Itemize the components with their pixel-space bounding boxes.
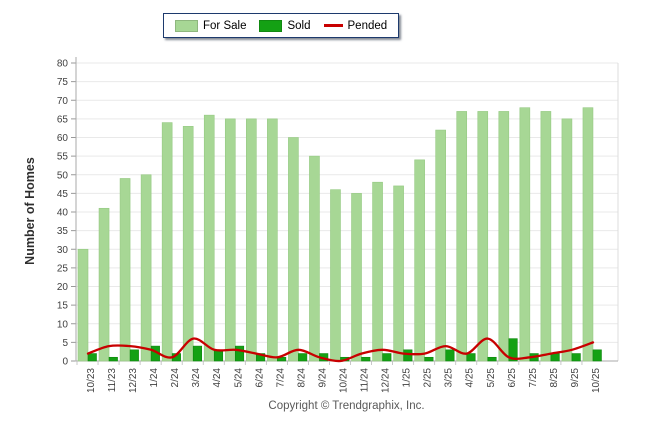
for-sale-bar bbox=[140, 174, 152, 362]
y-tick-label: 65 bbox=[57, 114, 69, 125]
sold-bar bbox=[571, 353, 581, 362]
x-tick-label: 1/24 bbox=[149, 368, 160, 388]
for-sale-bar bbox=[119, 178, 131, 362]
y-tick-label: 20 bbox=[57, 282, 69, 293]
sold-bar bbox=[592, 349, 602, 362]
sold-bar bbox=[550, 353, 560, 362]
x-tick-label: 10/25 bbox=[591, 368, 602, 393]
x-tick-label: 6/25 bbox=[507, 368, 518, 388]
x-tick-label: 11/23 bbox=[107, 368, 118, 393]
sold-bar bbox=[298, 353, 308, 362]
x-tick-label: 3/25 bbox=[444, 368, 455, 388]
for-sale-swatch-icon bbox=[175, 19, 198, 32]
for-sale-bar bbox=[540, 111, 552, 362]
x-tick-label: 9/25 bbox=[570, 368, 581, 388]
x-tick-label: 12/24 bbox=[381, 368, 392, 393]
sold-bar bbox=[382, 353, 392, 362]
legend-item-pended: Pended bbox=[323, 19, 388, 32]
for-sale-bar bbox=[414, 159, 425, 362]
pended-line-swatch-icon bbox=[323, 24, 343, 27]
for-sale-bar bbox=[519, 107, 531, 362]
y-tick-label: 40 bbox=[57, 208, 69, 219]
for-sale-bar bbox=[161, 122, 173, 362]
y-tick-label: 25 bbox=[57, 263, 69, 274]
y-tick-label: 5 bbox=[62, 338, 68, 349]
y-tick-label: 70 bbox=[57, 96, 69, 107]
for-sale-bar bbox=[224, 118, 236, 362]
sold-bar bbox=[445, 349, 455, 362]
y-tick-label: 80 bbox=[57, 59, 69, 70]
for-sale-bar bbox=[561, 118, 573, 362]
legend-label-sold: Sold bbox=[287, 19, 311, 32]
sold-bar bbox=[87, 353, 97, 362]
for-sale-bar bbox=[393, 185, 404, 362]
x-tick-label: 4/24 bbox=[212, 368, 223, 388]
x-tick-label: 10/23 bbox=[86, 368, 97, 393]
legend-item-for-sale: For Sale bbox=[175, 19, 247, 32]
for-sale-bar bbox=[203, 114, 215, 362]
x-tick-label: 1/25 bbox=[402, 368, 413, 388]
for-sale-bar bbox=[288, 137, 299, 362]
sold-bar bbox=[424, 356, 434, 362]
for-sale-bar bbox=[182, 126, 194, 362]
y-tick-label: 0 bbox=[62, 357, 68, 368]
for-sale-bar bbox=[77, 248, 89, 362]
x-tick-label: 8/25 bbox=[549, 368, 560, 388]
x-tick-label: 2/24 bbox=[170, 368, 181, 388]
for-sale-bar bbox=[246, 118, 257, 362]
for-sale-bar bbox=[498, 111, 510, 362]
x-tick-label: 4/25 bbox=[465, 368, 476, 388]
sold-bar bbox=[508, 338, 518, 362]
legend-item-sold: Sold bbox=[259, 19, 311, 32]
for-sale-bar bbox=[372, 181, 383, 362]
y-tick-label: 30 bbox=[57, 245, 69, 256]
for-sale-bar bbox=[98, 207, 110, 362]
sold-bar bbox=[108, 356, 118, 362]
sold-bar bbox=[466, 353, 476, 362]
x-tick-label: 11/24 bbox=[360, 368, 371, 393]
x-tick-label: 7/25 bbox=[528, 368, 539, 388]
for-sale-bar bbox=[309, 155, 320, 362]
x-tick-label: 9/24 bbox=[317, 368, 328, 388]
y-tick-label: 50 bbox=[57, 170, 69, 181]
sold-bar bbox=[129, 349, 139, 362]
x-tick-label: 3/24 bbox=[191, 368, 202, 388]
for-sale-bar bbox=[477, 111, 489, 362]
x-tick-label: 7/24 bbox=[275, 368, 286, 388]
for-sale-bar bbox=[330, 189, 341, 362]
x-tick-label: 5/25 bbox=[486, 368, 497, 388]
y-tick-label: 15 bbox=[57, 301, 69, 312]
legend-label-pended: Pended bbox=[347, 19, 388, 32]
sold-bar bbox=[403, 349, 413, 362]
footer-copyright: Copyright © Trendgraphix, Inc. bbox=[268, 400, 425, 412]
for-sale-bar bbox=[267, 118, 278, 362]
sold-bar bbox=[192, 345, 202, 362]
y-tick-label: 35 bbox=[57, 226, 69, 237]
x-tick-label: 6/24 bbox=[254, 368, 265, 388]
y-tick-label: 45 bbox=[57, 189, 69, 200]
legend: For Sale Sold Pended bbox=[163, 13, 400, 38]
for-sale-bar bbox=[582, 107, 594, 362]
for-sale-bar bbox=[435, 129, 446, 362]
x-tick-label: 10/24 bbox=[338, 368, 349, 393]
x-tick-label: 5/24 bbox=[233, 368, 244, 388]
y-tick-label: 75 bbox=[57, 77, 69, 88]
x-tick-label: 2/25 bbox=[423, 368, 434, 388]
legend-label-for-sale: For Sale bbox=[203, 19, 247, 32]
y-tick-label: 10 bbox=[57, 319, 69, 330]
x-tick-label: 8/24 bbox=[296, 368, 307, 388]
y-tick-label: 55 bbox=[57, 152, 69, 163]
sold-swatch-icon bbox=[259, 19, 283, 32]
sold-bar bbox=[487, 356, 497, 362]
pended-line bbox=[86, 337, 595, 363]
x-tick-label: 12/23 bbox=[128, 368, 139, 393]
sold-bar bbox=[234, 345, 245, 362]
y-axis-title: Number of Homes bbox=[23, 157, 37, 265]
for-sale-bar bbox=[456, 111, 468, 362]
for-sale-bar bbox=[351, 193, 362, 362]
y-tick-label: 60 bbox=[57, 133, 69, 144]
sold-bar bbox=[361, 356, 371, 362]
